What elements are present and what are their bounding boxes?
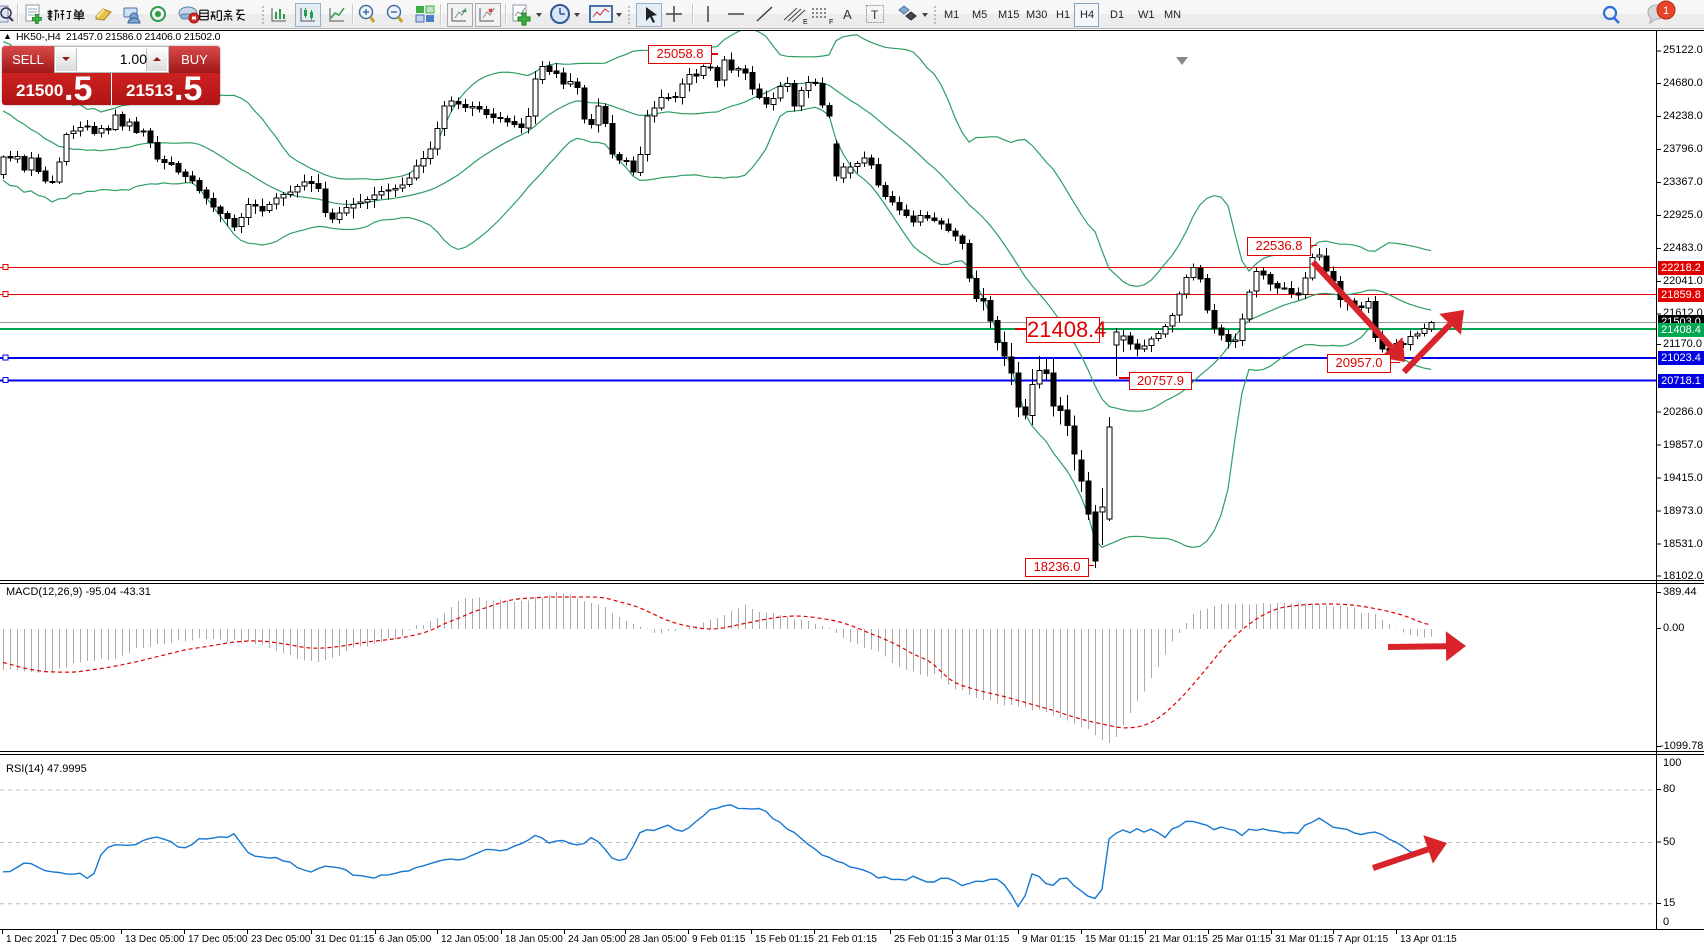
svg-text:W1: W1: [1138, 9, 1155, 21]
svg-text:M30: M30: [1026, 9, 1047, 21]
svg-text:M15: M15: [998, 9, 1019, 21]
svg-text:MN: MN: [1164, 9, 1181, 21]
svg-text:E: E: [803, 19, 808, 26]
svg-text:H1: H1: [1056, 9, 1070, 21]
svg-text:A: A: [843, 7, 852, 22]
svg-text:D1: D1: [1110, 9, 1124, 21]
svg-text:M5: M5: [972, 9, 987, 21]
svg-text:M1: M1: [944, 9, 959, 21]
svg-text:H4: H4: [1080, 9, 1094, 21]
svg-text:1: 1: [1663, 5, 1669, 17]
svg-text:F: F: [829, 19, 833, 26]
svg-text:T: T: [871, 8, 879, 22]
